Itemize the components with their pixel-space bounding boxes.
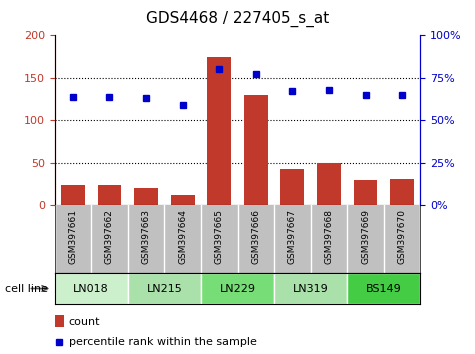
Bar xyxy=(134,188,158,205)
Bar xyxy=(280,169,304,205)
Text: GSM397661: GSM397661 xyxy=(68,209,77,264)
Text: GSM397662: GSM397662 xyxy=(105,209,114,264)
Bar xyxy=(128,273,201,304)
Text: GDS4468 / 227405_s_at: GDS4468 / 227405_s_at xyxy=(146,11,329,27)
Text: LN018: LN018 xyxy=(73,284,109,293)
Text: LN229: LN229 xyxy=(219,284,256,293)
Text: GSM397669: GSM397669 xyxy=(361,209,370,264)
Text: GSM397663: GSM397663 xyxy=(142,209,151,264)
Text: percentile rank within the sample: percentile rank within the sample xyxy=(69,337,256,347)
Text: BS149: BS149 xyxy=(366,284,402,293)
Text: GSM397666: GSM397666 xyxy=(251,209,260,264)
Text: GSM397670: GSM397670 xyxy=(398,209,407,264)
Text: GSM397667: GSM397667 xyxy=(288,209,297,264)
Bar xyxy=(347,273,420,304)
Bar xyxy=(207,57,231,205)
Text: GSM397665: GSM397665 xyxy=(215,209,224,264)
Bar xyxy=(171,195,195,205)
Bar xyxy=(55,273,128,304)
Bar xyxy=(55,315,64,327)
Bar xyxy=(201,273,274,304)
Bar xyxy=(244,95,268,205)
Text: LN215: LN215 xyxy=(146,284,182,293)
Text: LN319: LN319 xyxy=(293,284,329,293)
Bar xyxy=(390,179,414,205)
Text: count: count xyxy=(69,318,100,327)
Text: GSM397664: GSM397664 xyxy=(178,209,187,264)
Bar xyxy=(353,180,378,205)
Bar xyxy=(317,163,341,205)
Text: cell line: cell line xyxy=(5,284,48,293)
Bar xyxy=(97,185,122,205)
Bar xyxy=(61,185,85,205)
Bar xyxy=(274,273,347,304)
Text: GSM397668: GSM397668 xyxy=(324,209,333,264)
